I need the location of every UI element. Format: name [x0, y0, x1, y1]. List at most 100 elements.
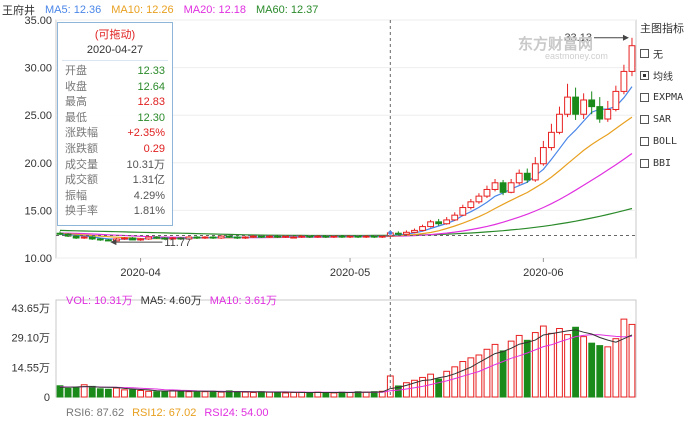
volume-bar	[64, 387, 72, 398]
volume-bar	[491, 343, 499, 398]
volume-bar	[290, 392, 298, 398]
candle-body	[241, 236, 249, 239]
candle-body	[121, 237, 128, 240]
checkbox-icon[interactable]	[640, 158, 649, 168]
tooltip-value: 0.29	[143, 142, 165, 155]
volume-bar	[467, 357, 475, 398]
tooltip-value: 1.31亿	[132, 174, 165, 187]
volume-bar	[572, 326, 579, 398]
volume-bar	[56, 385, 64, 398]
tooltip-value: 12.64	[137, 80, 165, 93]
volume-bar	[515, 334, 523, 398]
candle-body	[314, 235, 322, 238]
ma-legend: 王府井 MA5: 12.36 MA10: 12.26 MA20: 12.18 M…	[0, 2, 318, 18]
indicator-option-label: BBI	[653, 157, 672, 169]
volume-bar	[459, 361, 467, 398]
high-annotation: 33.13	[564, 32, 592, 44]
candle-body	[515, 172, 523, 184]
indicator-option-1[interactable]: 均线	[640, 64, 692, 86]
indicator-option-3[interactable]: SAR	[640, 108, 692, 130]
volume-bar	[548, 332, 555, 398]
volume-ma-lines	[59, 329, 633, 393]
candle-body	[394, 232, 402, 235]
volume-bar	[217, 391, 225, 398]
candle-body	[539, 147, 547, 165]
candle-body	[370, 235, 378, 238]
candle-body	[137, 238, 144, 241]
watermark-url: eastmoney.com	[545, 51, 608, 61]
candle-body	[96, 238, 104, 241]
volume-bar	[435, 378, 443, 398]
tooltip-key: 振幅	[65, 189, 87, 202]
indicator-option-2[interactable]: EXPMA	[640, 86, 692, 108]
candle-body	[161, 237, 169, 240]
candle-body	[258, 235, 265, 238]
volume-bar	[378, 390, 386, 398]
candle-body	[193, 236, 201, 239]
tooltip-value: 1.81%	[133, 205, 165, 218]
volume-bar	[539, 325, 547, 398]
candle-body	[507, 182, 515, 193]
vol-legend: VOL: 10.31万	[66, 295, 133, 307]
volume-bar	[129, 389, 136, 398]
checkbox-icon[interactable]	[640, 92, 649, 102]
volume-bar	[96, 388, 104, 398]
ma60-legend: MA60: 12.37	[256, 4, 319, 16]
volume-bar	[233, 391, 241, 398]
candle-body	[153, 236, 161, 239]
candle-body	[403, 231, 410, 235]
volume-bar	[241, 391, 249, 398]
volume-tick-label: 0	[44, 392, 50, 404]
volume-bar	[193, 391, 201, 398]
candle-body	[145, 236, 153, 240]
volume-bar	[153, 391, 161, 398]
candle-body	[572, 96, 579, 115]
candle-body	[588, 99, 596, 108]
checkbox-icon[interactable]	[640, 48, 649, 58]
checkbox-icon[interactable]	[640, 136, 649, 146]
candle-body	[628, 45, 636, 72]
volume_ma5-line	[60, 329, 633, 393]
candle-body	[443, 219, 451, 225]
price-tick-label: 30.00	[24, 63, 52, 75]
rsi-legend: RSI6: 87.62 RSI12: 67.02 RSI24: 54.00	[66, 407, 269, 419]
candle-body	[56, 232, 64, 235]
tooltip-row: 成交额 1.31亿	[58, 173, 172, 189]
checkbox-icon[interactable]	[640, 114, 649, 124]
candle-body	[104, 239, 112, 242]
volume-bar	[507, 340, 515, 398]
candle-body	[378, 235, 386, 238]
ma5-legend: MA5: 12.36	[45, 4, 102, 16]
candle-body	[531, 163, 539, 181]
indicator-option-5[interactable]: BBI	[640, 152, 692, 174]
candle-body	[88, 236, 96, 240]
indicator-option-label: 无	[653, 49, 663, 61]
checkbox-icon[interactable]	[640, 70, 649, 80]
volume-bar	[354, 391, 362, 398]
data-tooltip[interactable]: (可拖动) 2020-04-27 开盘 12.33 收盘 12.64 最高 12.83 最低…	[57, 22, 173, 226]
indicator-option-4[interactable]: BOLL	[640, 130, 692, 152]
candle-body	[217, 235, 225, 239]
indicator-option-label: SAR	[653, 113, 672, 125]
candle-body	[435, 221, 443, 225]
candle-body	[298, 235, 306, 238]
indicator-option-0[interactable]: 无	[640, 42, 692, 64]
tooltip-row: 收盘 12.64	[58, 80, 172, 96]
volume-tick-label: 14.55万	[11, 362, 50, 374]
volume-bar	[145, 390, 153, 398]
candle-body	[80, 236, 88, 239]
volume-bar	[177, 390, 185, 398]
date-tick-label: 2020-04	[120, 267, 160, 279]
price-tick-label: 35.00	[24, 15, 52, 27]
volume-bar	[443, 370, 451, 398]
date-tick-label: 2020-06	[523, 267, 563, 279]
volume-bar	[185, 391, 193, 398]
rsi12-legend: RSI12: 67.02	[132, 407, 197, 419]
candle-body	[419, 226, 426, 231]
volume-bars	[56, 318, 636, 398]
volume-bar	[201, 391, 209, 398]
volume-bar	[483, 348, 491, 398]
stock-name: 王府井	[2, 5, 35, 17]
price-tick-label: 20.00	[24, 158, 52, 170]
